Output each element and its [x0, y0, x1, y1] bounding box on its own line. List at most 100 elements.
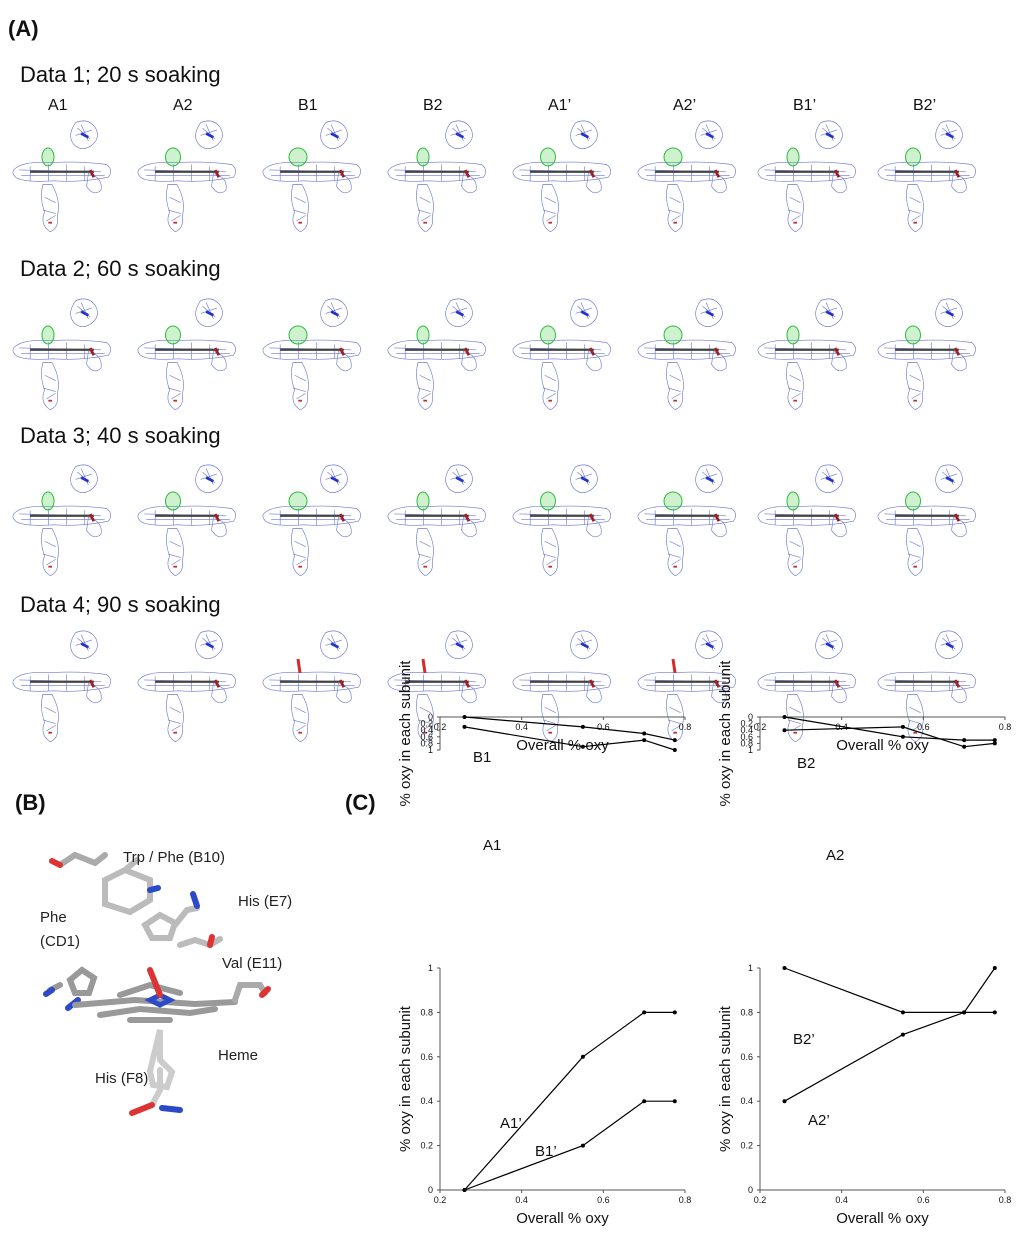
- density-mesh: [512, 463, 612, 578]
- data-point: [992, 741, 997, 746]
- omit-density: [41, 147, 55, 167]
- density-mesh: [137, 297, 237, 412]
- omit-density: [416, 491, 430, 511]
- series-label: A2: [826, 847, 844, 864]
- density-mesh: [637, 119, 737, 234]
- density-map: [12, 463, 112, 578]
- data-point: [462, 724, 467, 729]
- data-point: [900, 724, 905, 729]
- x-tick-label: 0.6: [917, 1195, 930, 1205]
- density-map: [757, 119, 857, 234]
- residue-label: Trp / Phe (B10): [123, 849, 225, 866]
- omit-density: [663, 147, 683, 167]
- omit-density: [288, 491, 308, 511]
- column-label: B2’: [913, 97, 936, 114]
- y-tick-label: 0.8: [740, 1007, 753, 1017]
- density-mesh: [12, 463, 112, 578]
- density-map: [387, 629, 487, 744]
- column-label: A2: [173, 97, 193, 114]
- data-point: [672, 1010, 677, 1015]
- x-axis-label: Overall % oxy: [836, 737, 929, 754]
- omit-density: [416, 147, 430, 167]
- data-point: [580, 724, 585, 729]
- data-point: [642, 738, 647, 743]
- y-tick-label: 0.4: [420, 1096, 433, 1106]
- density-map: [137, 463, 237, 578]
- y-tick-label: 0.8: [420, 738, 433, 748]
- density-mesh: [877, 297, 977, 412]
- row-title: Data 3; 40 s soaking: [20, 423, 221, 448]
- x-axis-label: Overall % oxy: [516, 737, 609, 754]
- residue-label: Val (E11): [222, 955, 282, 972]
- omit-density: [905, 325, 921, 345]
- density-map: [757, 297, 857, 412]
- series-label: B1’: [535, 1143, 557, 1160]
- data-point: [962, 1010, 967, 1015]
- density-map: [262, 119, 362, 234]
- omit-density: [786, 491, 800, 511]
- y-tick-label: 1: [428, 745, 433, 755]
- column-label: B1’: [793, 97, 816, 114]
- y-tick-label: 0.4: [740, 725, 753, 735]
- omit-density: [288, 325, 308, 345]
- density-mesh: [512, 297, 612, 412]
- y-tick-label: 0.6: [740, 732, 753, 742]
- row-title: Data 1; 20 s soaking: [20, 62, 221, 87]
- x-tick-label: 0.2: [434, 722, 447, 732]
- data-point: [642, 731, 647, 736]
- density-map: [637, 119, 737, 234]
- density-map: [512, 297, 612, 412]
- density-mesh: [12, 297, 112, 412]
- data-point: [580, 744, 585, 749]
- series-label: B2: [797, 755, 815, 772]
- y-tick-label: 1: [748, 745, 753, 755]
- omit-density: [663, 325, 683, 345]
- density-mesh: [757, 119, 857, 234]
- data-point: [642, 1099, 647, 1104]
- data-point: [782, 966, 787, 970]
- y-tick-label: 1: [748, 963, 753, 973]
- y-axis-label: % oxy in each subunit: [397, 1005, 414, 1152]
- series-line: [784, 967, 995, 1014]
- ligand: [671, 658, 677, 674]
- y-tick-label: 0.4: [420, 725, 433, 735]
- density-mesh: [262, 297, 362, 412]
- series-line: [464, 726, 675, 751]
- data-point: [900, 1010, 905, 1015]
- density-map: [512, 119, 612, 234]
- x-axis-label: Overall % oxy: [516, 1210, 609, 1227]
- omit-density: [786, 325, 800, 345]
- density-map: [637, 629, 737, 744]
- y-axis-label: % oxy in each subunit: [717, 1005, 734, 1152]
- data-point: [580, 1054, 585, 1059]
- omit-density: [165, 147, 181, 167]
- x-tick-label: 0.4: [515, 1195, 528, 1205]
- data-point: [900, 734, 905, 739]
- data-point: [672, 748, 677, 752]
- x-axis-label: Overall % oxy: [836, 1210, 929, 1227]
- density-map: [137, 119, 237, 234]
- y-axis-label: % oxy in each subunit: [717, 660, 734, 807]
- omit-density: [663, 491, 683, 511]
- series-line: [464, 716, 675, 741]
- data-point: [672, 1099, 677, 1104]
- series-label: B1: [473, 749, 491, 766]
- x-tick-label: 0.2: [434, 1195, 447, 1205]
- density-map: [137, 629, 237, 744]
- density-mesh: [387, 463, 487, 578]
- density-mesh: [637, 297, 737, 412]
- data-point: [962, 744, 967, 749]
- series-line: [464, 1100, 675, 1191]
- omit-density: [540, 491, 556, 511]
- y-tick-label: 0.8: [740, 738, 753, 748]
- data-point: [672, 738, 677, 743]
- omit-density: [540, 325, 556, 345]
- series-label: A1’: [500, 1115, 522, 1132]
- density-mesh: [262, 463, 362, 578]
- y-tick-label: 0.6: [420, 1052, 433, 1062]
- density-map: [137, 297, 237, 412]
- density-mesh: [387, 119, 487, 234]
- density-mesh: [137, 463, 237, 578]
- omit-density: [41, 325, 55, 345]
- x-tick-label: 0.6: [597, 1195, 610, 1205]
